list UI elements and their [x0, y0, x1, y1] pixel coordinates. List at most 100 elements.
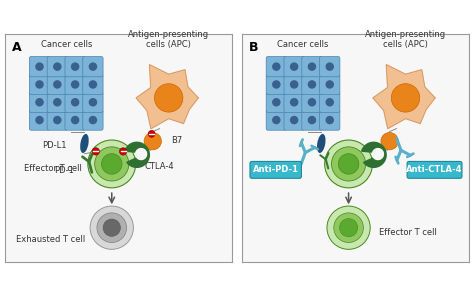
Text: A: A	[11, 41, 21, 54]
Text: Cancer cells: Cancer cells	[41, 40, 92, 49]
Circle shape	[71, 116, 79, 124]
FancyBboxPatch shape	[83, 57, 103, 77]
Circle shape	[88, 140, 136, 188]
FancyBboxPatch shape	[284, 74, 304, 95]
Circle shape	[71, 98, 79, 107]
Circle shape	[35, 116, 44, 124]
Circle shape	[290, 116, 299, 124]
Circle shape	[92, 148, 100, 155]
Text: Antigen-presenting
cells (APC): Antigen-presenting cells (APC)	[365, 30, 446, 49]
Text: PD-L1: PD-L1	[43, 141, 67, 150]
Polygon shape	[373, 65, 435, 129]
FancyBboxPatch shape	[250, 161, 301, 178]
Circle shape	[144, 133, 162, 150]
Circle shape	[35, 98, 44, 107]
Ellipse shape	[80, 134, 89, 153]
FancyBboxPatch shape	[65, 92, 85, 112]
FancyBboxPatch shape	[319, 74, 340, 95]
Text: PD-1: PD-1	[54, 166, 74, 175]
Circle shape	[95, 147, 129, 181]
Circle shape	[89, 62, 97, 71]
Circle shape	[53, 62, 62, 71]
FancyBboxPatch shape	[284, 57, 304, 77]
Circle shape	[103, 219, 120, 236]
Circle shape	[290, 62, 299, 71]
Circle shape	[290, 98, 299, 107]
FancyBboxPatch shape	[47, 110, 67, 130]
Text: Anti-PD-1: Anti-PD-1	[253, 165, 299, 174]
Circle shape	[272, 62, 281, 71]
Circle shape	[308, 62, 316, 71]
Text: Antigen-presenting
cells (APC): Antigen-presenting cells (APC)	[128, 30, 209, 49]
FancyBboxPatch shape	[29, 74, 50, 95]
Circle shape	[89, 116, 97, 124]
FancyBboxPatch shape	[65, 74, 85, 95]
FancyBboxPatch shape	[319, 92, 340, 112]
Polygon shape	[125, 142, 149, 167]
FancyBboxPatch shape	[83, 74, 103, 95]
Circle shape	[272, 116, 281, 124]
Circle shape	[308, 98, 316, 107]
Circle shape	[339, 218, 358, 237]
Ellipse shape	[317, 134, 326, 153]
Circle shape	[148, 131, 155, 137]
Circle shape	[53, 98, 62, 107]
FancyBboxPatch shape	[266, 57, 286, 77]
Circle shape	[119, 148, 127, 155]
Circle shape	[101, 154, 122, 174]
Circle shape	[89, 80, 97, 89]
FancyBboxPatch shape	[302, 110, 322, 130]
FancyBboxPatch shape	[302, 57, 322, 77]
Circle shape	[334, 213, 364, 242]
Circle shape	[71, 62, 79, 71]
Circle shape	[327, 206, 370, 249]
Circle shape	[35, 62, 44, 71]
Circle shape	[53, 80, 62, 89]
Circle shape	[97, 213, 127, 242]
FancyBboxPatch shape	[65, 57, 85, 77]
FancyBboxPatch shape	[29, 92, 50, 112]
Circle shape	[331, 147, 365, 181]
Text: Effector T cell: Effector T cell	[379, 228, 437, 237]
FancyBboxPatch shape	[29, 110, 50, 130]
Polygon shape	[136, 65, 198, 129]
Circle shape	[326, 80, 334, 89]
FancyBboxPatch shape	[47, 57, 67, 77]
FancyBboxPatch shape	[29, 57, 50, 77]
FancyBboxPatch shape	[47, 92, 67, 112]
Polygon shape	[362, 142, 386, 167]
Text: CTLA-4: CTLA-4	[145, 162, 174, 171]
Text: Effector T cell: Effector T cell	[24, 164, 82, 173]
Circle shape	[326, 98, 334, 107]
FancyBboxPatch shape	[266, 92, 286, 112]
FancyBboxPatch shape	[284, 110, 304, 130]
FancyBboxPatch shape	[407, 161, 462, 178]
FancyBboxPatch shape	[266, 74, 286, 95]
FancyBboxPatch shape	[319, 110, 340, 130]
FancyBboxPatch shape	[47, 74, 67, 95]
Text: Cancer cells: Cancer cells	[277, 40, 329, 49]
FancyBboxPatch shape	[302, 74, 322, 95]
Circle shape	[35, 80, 44, 89]
FancyBboxPatch shape	[65, 110, 85, 130]
Circle shape	[381, 133, 398, 150]
Circle shape	[290, 80, 299, 89]
FancyBboxPatch shape	[266, 110, 286, 130]
Circle shape	[308, 116, 316, 124]
Circle shape	[272, 98, 281, 107]
Circle shape	[326, 62, 334, 71]
Text: Anti-CTLA-4: Anti-CTLA-4	[406, 165, 463, 174]
Circle shape	[308, 80, 316, 89]
Text: B: B	[248, 41, 258, 54]
Text: Exhausted T cell: Exhausted T cell	[16, 235, 85, 244]
Circle shape	[325, 140, 373, 188]
Circle shape	[155, 84, 183, 112]
Text: B7: B7	[171, 136, 182, 144]
Circle shape	[89, 98, 97, 107]
Circle shape	[326, 116, 334, 124]
Circle shape	[392, 84, 419, 112]
FancyBboxPatch shape	[319, 57, 340, 77]
Circle shape	[90, 206, 133, 249]
Circle shape	[338, 154, 359, 174]
FancyBboxPatch shape	[83, 110, 103, 130]
